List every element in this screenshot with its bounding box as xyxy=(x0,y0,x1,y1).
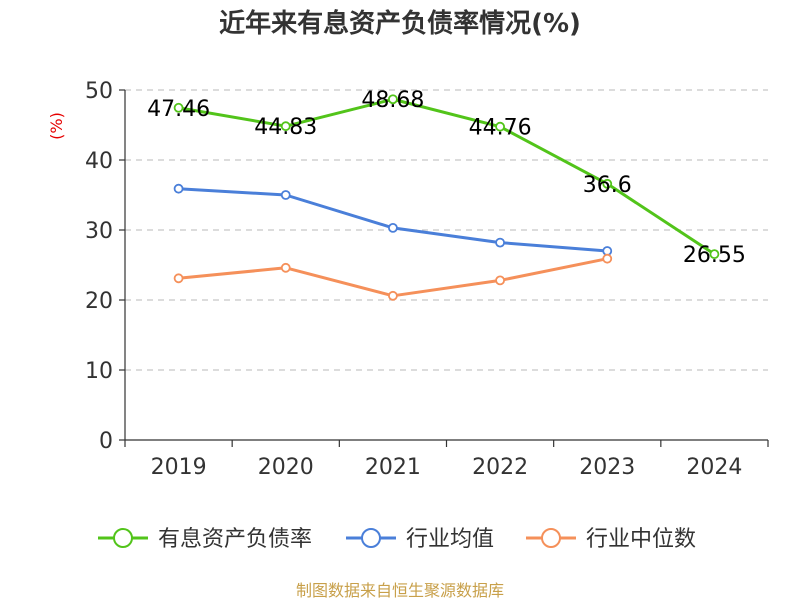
data-label: 47.46 xyxy=(147,97,210,122)
data-point xyxy=(602,253,613,264)
data-point xyxy=(388,290,398,301)
axes: 0 10 20 30 40 50 2019 2020 2021 2022 2023 2024 xyxy=(85,79,769,480)
data-label: 44.76 xyxy=(469,116,532,141)
legend: 有息资产负债率 行业均值 行业中位数 xyxy=(98,527,696,552)
x-tick-label: 2022 xyxy=(472,455,528,480)
data-point xyxy=(709,249,720,260)
data-point xyxy=(280,262,291,273)
data-point xyxy=(173,183,184,194)
legend-marker xyxy=(361,528,381,548)
legend-marker xyxy=(113,528,133,548)
data-label: 36.6 xyxy=(583,173,632,198)
series-line-0 xyxy=(178,97,716,256)
y-tick-label: 30 xyxy=(85,219,113,244)
data-point xyxy=(280,121,291,132)
y-tick-label: 50 xyxy=(85,79,113,104)
data-label: 48.68 xyxy=(361,88,424,113)
y-axis-label: (%) xyxy=(47,112,66,140)
data-point xyxy=(495,121,505,132)
x-tick-label: 2019 xyxy=(151,455,207,480)
legend-label: 有息资产负债率 xyxy=(158,527,312,552)
data-point xyxy=(173,273,184,284)
legend-label: 行业中位数 xyxy=(586,527,696,552)
data-point xyxy=(388,222,398,233)
x-tick-label: 2021 xyxy=(365,455,421,480)
data-point xyxy=(388,94,398,105)
series-line-1 xyxy=(178,187,608,253)
data-point xyxy=(495,237,505,248)
legend-marker xyxy=(541,528,561,548)
data-labels: 47.46 44.83 48.68 44.76 36.6 26.55 xyxy=(147,88,746,268)
data-point xyxy=(602,246,613,256)
y-tick-label: 0 xyxy=(99,429,113,454)
chart-title: 近年来有息资产负债率情况(%) xyxy=(219,8,581,39)
data-point xyxy=(602,178,613,189)
y-tick-label: 10 xyxy=(85,359,113,384)
legend-label: 行业均值 xyxy=(406,527,494,552)
data-label: 44.83 xyxy=(254,115,317,140)
grid xyxy=(125,89,768,371)
data-label: 26.55 xyxy=(683,243,746,268)
x-tick-label: 2020 xyxy=(258,455,314,480)
data-point xyxy=(173,102,184,113)
series xyxy=(173,94,720,301)
y-tick-label: 20 xyxy=(85,289,113,314)
source-note: 制图数据来自恒生聚源数据库 xyxy=(296,581,504,600)
y-tick-label: 40 xyxy=(85,149,113,174)
x-tick-label: 2024 xyxy=(686,455,742,480)
series-line-2 xyxy=(178,257,608,298)
data-point xyxy=(495,275,505,286)
data-point xyxy=(280,190,291,200)
x-tick-label: 2023 xyxy=(579,455,635,480)
